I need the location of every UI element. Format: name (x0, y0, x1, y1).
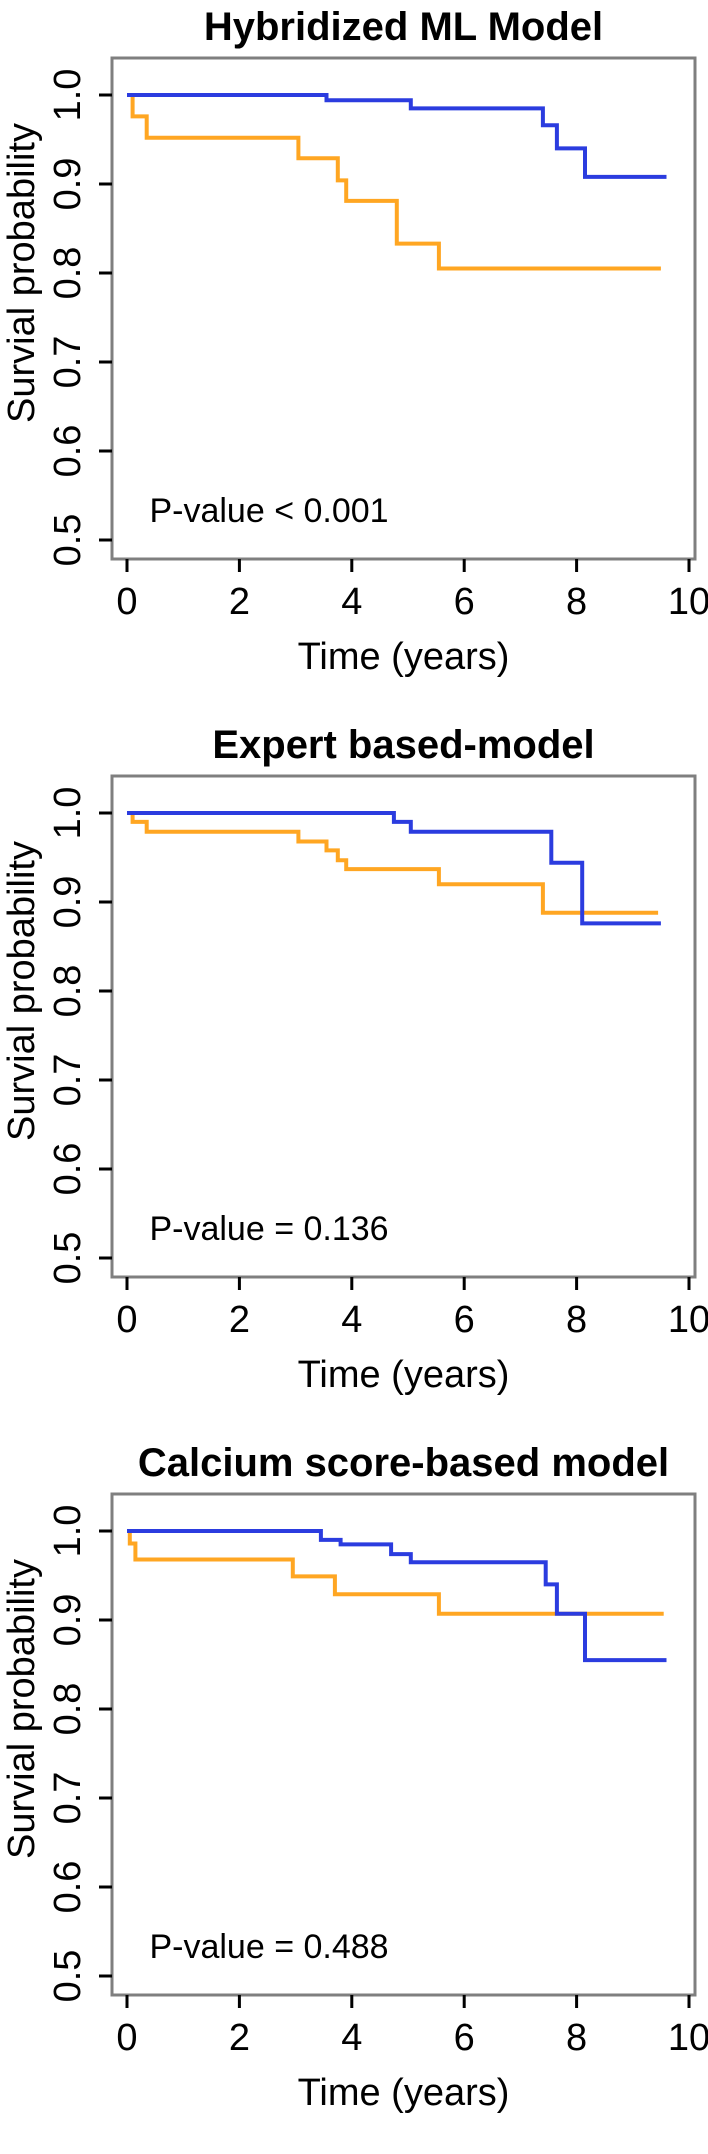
y-axis-label: Survial probability (1, 841, 43, 1141)
x-tick-label: 2 (229, 1299, 250, 1341)
x-tick-label: 6 (454, 581, 475, 623)
x-tick-label: 10 (668, 581, 708, 623)
y-tick-label: 0.6 (47, 1143, 89, 1196)
y-tick-label: 0.8 (47, 1683, 89, 1736)
x-tick-label: 10 (668, 2017, 708, 2059)
y-tick-label: 1.0 (47, 787, 89, 840)
x-tick-label: 6 (454, 2017, 475, 2059)
x-tick-label: 8 (566, 1299, 587, 1341)
x-tick-label: 2 (229, 581, 250, 623)
x-tick-label: 0 (116, 2017, 137, 2059)
survival-panel-hybridized-ml-model: Hybridized ML Model 1.0 0.9 0.8 0.7 0.6 0.5 0 2 4… (0, 0, 708, 718)
y-tick-label: 0.7 (47, 336, 89, 389)
x-tick-label: 10 (668, 1299, 708, 1341)
y-tick-label: 0.5 (47, 514, 89, 567)
y-tick-label: 0.9 (47, 876, 89, 929)
x-axis-label: Time (years) (298, 636, 510, 678)
p-value-label: P-value = 0.488 (149, 1928, 388, 1966)
y-axis-label: Survial probability (1, 1559, 43, 1859)
km-chart-svg: Calcium score-based model 1.0 0.9 0.8 0.7 0.6… (1, 1441, 708, 2114)
y-tick-label: 0.6 (47, 1861, 89, 1914)
y-tick-label: 0.7 (47, 1772, 89, 1825)
x-tick-label: 6 (454, 1299, 475, 1341)
x-tick-label: 8 (566, 2017, 587, 2059)
chart-title: Calcium score-based model (138, 1441, 669, 1485)
x-tick-label: 4 (341, 1299, 362, 1341)
x-tick-label: 0 (116, 1299, 137, 1341)
y-tick-label: 0.5 (47, 1232, 89, 1285)
x-tick-label: 4 (341, 581, 362, 623)
y-tick-label: 0.8 (47, 247, 89, 300)
p-value-label: P-value < 0.001 (149, 492, 388, 530)
chart-title: Hybridized ML Model (204, 5, 603, 49)
survival-curve-orange-group (127, 1529, 664, 1616)
survival-curve-orange-group (127, 93, 661, 271)
y-tick-label: 0.6 (47, 425, 89, 478)
y-tick-label: 1.0 (47, 69, 89, 122)
km-chart-svg: Hybridized ML Model 1.0 0.9 0.8 0.7 0.6 0.5 0 2 4… (1, 5, 708, 678)
x-axis-label: Time (years) (298, 1354, 510, 1396)
survival-curve-orange-group (127, 811, 659, 915)
x-tick-label: 0 (116, 581, 137, 623)
survival-curve-blue-group (127, 811, 661, 926)
plot-box (110, 1492, 697, 1997)
p-value-label: P-value = 0.136 (149, 1210, 388, 1248)
y-tick-label: 0.9 (47, 1594, 89, 1647)
x-tick-label: 4 (341, 2017, 362, 2059)
x-tick-label: 8 (566, 581, 587, 623)
plot-box (110, 56, 697, 561)
survival-panel-calcium-score-based-model: Calcium score-based model 1.0 0.9 0.8 0.7 0.6… (0, 1436, 708, 2154)
x-tick-label: 2 (229, 2017, 250, 2059)
survival-curve-blue-group (127, 93, 667, 179)
y-tick-label: 1.0 (47, 1505, 89, 1558)
y-tick-label: 0.9 (47, 158, 89, 211)
x-axis-label: Time (years) (298, 2072, 510, 2114)
y-axis-label: Survial probability (1, 123, 43, 423)
y-tick-label: 0.8 (47, 965, 89, 1018)
survival-panel-expert-based-model: Expert based-model 1.0 0.9 0.8 0.7 0.6 0.5 0 2 4 6… (0, 718, 708, 1436)
y-tick-label: 0.5 (47, 1950, 89, 2003)
plot-box (110, 774, 697, 1279)
survival-curve-blue-group (127, 1529, 667, 1663)
chart-title: Expert based-model (212, 723, 594, 767)
y-tick-label: 0.7 (47, 1054, 89, 1107)
km-chart-svg: Expert based-model 1.0 0.9 0.8 0.7 0.6 0.5 0 2 4 6… (1, 723, 708, 1396)
